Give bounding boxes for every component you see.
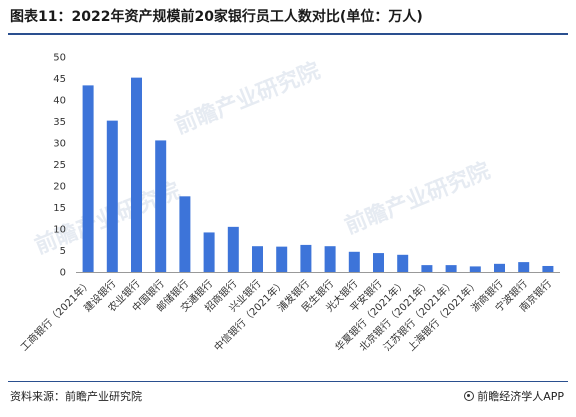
bar — [518, 262, 530, 272]
chart-title: 图表11：2022年资产规模前20家银行员工人数对比(单位：万人) — [10, 9, 423, 25]
y-tick-label: 10 — [53, 225, 66, 236]
y-tick-label: 45 — [53, 74, 66, 85]
bar — [324, 246, 336, 272]
bar — [227, 226, 239, 272]
bar — [300, 244, 312, 272]
x-category-label: 工商银行（2021年） — [18, 277, 95, 354]
bar — [348, 251, 360, 272]
bar — [276, 246, 288, 272]
brand-logo-icon — [464, 391, 475, 401]
bar-chart: 前瞻产业研究院前瞻产业研究院前瞻产业研究院 051015202530354045… — [18, 53, 560, 354]
y-tick-label: 15 — [53, 203, 66, 214]
y-tick-label: 30 — [53, 139, 66, 150]
bar — [179, 196, 191, 272]
bar — [397, 254, 409, 272]
bar — [82, 85, 94, 272]
source-note: 资料来源：前瞻产业研究院 — [10, 390, 142, 403]
bar — [445, 265, 457, 272]
bar — [155, 140, 167, 272]
title-rule — [8, 33, 568, 35]
bar — [421, 265, 433, 272]
bar — [106, 120, 118, 272]
brand-credit: 前瞻经济学人APP — [464, 388, 564, 404]
y-tick-label: 0 — [60, 268, 66, 279]
bar — [373, 253, 384, 272]
y-tick-label: 50 — [53, 53, 66, 64]
y-tick-label: 40 — [53, 96, 66, 107]
bar — [469, 266, 481, 272]
y-tick-label: 25 — [53, 160, 66, 171]
y-tick-label: 5 — [60, 246, 66, 257]
bar — [494, 263, 505, 272]
bar — [131, 77, 142, 272]
bar — [252, 246, 263, 272]
watermark-text: 前瞻产业研究院 — [341, 158, 494, 240]
footer-rule — [8, 381, 568, 382]
y-tick-label: 35 — [53, 117, 66, 128]
bar — [542, 265, 554, 272]
brand-label: 前瞻经济学人APP — [477, 390, 564, 403]
y-tick-label: 20 — [53, 182, 66, 193]
watermark-text: 前瞻产业研究院 — [171, 58, 324, 140]
bar — [203, 232, 215, 272]
